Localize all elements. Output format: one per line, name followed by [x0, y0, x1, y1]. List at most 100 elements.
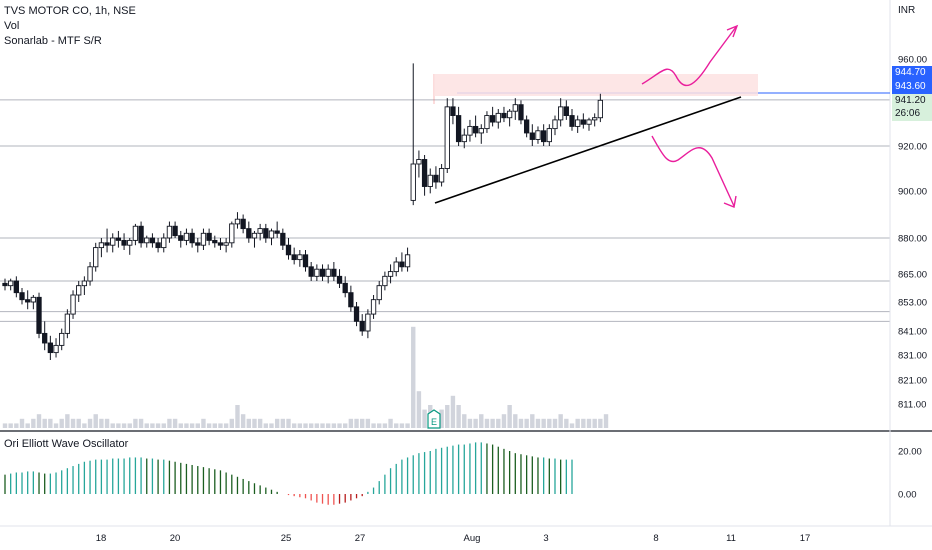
- volume-bar: [382, 423, 388, 428]
- volume-bar: [592, 418, 597, 428]
- candle-body: [586, 119, 592, 125]
- candle: [251, 230, 258, 248]
- candle-body: [161, 237, 167, 249]
- candle: [314, 264, 320, 281]
- time-tick-label: 11: [726, 533, 736, 544]
- candle: [189, 228, 195, 248]
- price-tag: 26:06: [892, 107, 932, 121]
- candle-body: [229, 223, 235, 244]
- volume-bar: [439, 409, 444, 428]
- candle: [308, 262, 314, 281]
- candle: [206, 228, 212, 246]
- volume-bar: [467, 418, 473, 428]
- candle-body: [461, 134, 467, 143]
- volume-bar: [360, 418, 365, 428]
- annotations: [434, 24, 742, 208]
- earnings-badge[interactable]: E: [427, 409, 441, 429]
- volume-bar: [343, 423, 348, 428]
- price-tick-label: 865.00: [898, 270, 927, 281]
- candle: [546, 124, 552, 146]
- candle-body: [246, 228, 252, 239]
- candle: [410, 63, 416, 206]
- candle: [319, 264, 326, 281]
- price-axis: 960.00 920.00 900.00 880.00 865.00 853.00 841.…: [898, 55, 927, 501]
- bearish-arrowhead: [723, 195, 737, 208]
- candle-body: [569, 115, 575, 127]
- candle-body: [331, 268, 337, 277]
- earnings-badge-letter: E: [431, 417, 437, 427]
- candle-body: [427, 174, 433, 187]
- volume-bar: [603, 414, 609, 428]
- volume-bar: [462, 414, 467, 428]
- candle-body: [13, 280, 19, 294]
- volume-bar: [14, 423, 19, 428]
- candle-body: [189, 232, 195, 244]
- candle-body: [47, 342, 54, 354]
- price-tick-label: 831.00: [898, 351, 927, 362]
- volume-bar: [405, 423, 410, 428]
- candle-body: [467, 125, 473, 136]
- candle-body: [76, 285, 82, 296]
- time-tick-label: 18: [96, 533, 107, 544]
- candle-body: [433, 174, 439, 183]
- candle: [47, 335, 54, 360]
- candle: [342, 276, 348, 298]
- candle: [325, 264, 331, 284]
- oscillator-legend[interactable]: Ori Elliott Wave Oscillator: [4, 438, 129, 450]
- volume-bar: [235, 405, 240, 428]
- candle: [229, 221, 235, 248]
- volume-bar: [297, 423, 303, 428]
- candle: [541, 124, 547, 146]
- candle-body: [365, 313, 371, 332]
- candle-body: [285, 244, 292, 256]
- volume-bar: [70, 418, 76, 428]
- candle: [2, 278, 8, 291]
- candle-body: [206, 232, 212, 241]
- candle-body: [53, 344, 59, 354]
- candle: [580, 113, 586, 129]
- volume-bar: [87, 418, 93, 428]
- candle: [489, 106, 496, 127]
- candle: [42, 321, 48, 351]
- candle: [365, 309, 371, 339]
- candle-body: [399, 261, 405, 268]
- volume-bar: [507, 405, 512, 428]
- candle: [472, 115, 479, 138]
- candle-body: [30, 296, 36, 303]
- triangle-support-line: [434, 96, 742, 204]
- oscillator-bars: [4, 442, 573, 505]
- indicator-legend[interactable]: Sonarlab - MTF S/R: [4, 35, 102, 47]
- volume-bar: [564, 418, 569, 428]
- candle-body: [575, 119, 581, 127]
- price-tag: 943.60: [892, 80, 932, 94]
- volume-bar: [257, 418, 263, 428]
- candle: [523, 115, 530, 138]
- candle-body: [501, 112, 507, 119]
- candle-body: [36, 296, 42, 334]
- volume-bar: [223, 423, 229, 428]
- candle: [280, 228, 286, 250]
- candle: [399, 252, 405, 272]
- volume-bar: [377, 423, 382, 428]
- volume-bar: [552, 418, 558, 428]
- volume-bar: [19, 418, 25, 428]
- candle-body: [274, 230, 280, 234]
- candle: [484, 111, 490, 133]
- volume-bar: [65, 414, 70, 428]
- candle: [200, 228, 207, 250]
- candle: [348, 285, 354, 312]
- candle-body: [342, 282, 348, 294]
- candle-body: [421, 159, 428, 187]
- candle: [274, 221, 280, 238]
- candle: [438, 164, 445, 187]
- volume-legend[interactable]: Vol: [4, 20, 20, 32]
- candle-body: [2, 282, 8, 287]
- candle: [552, 115, 558, 136]
- candle-body: [348, 292, 354, 308]
- symbol-title[interactable]: TVS MOTOR CO, 1h, NSE: [4, 5, 136, 17]
- candle: [285, 238, 292, 260]
- candle-body: [359, 320, 365, 332]
- candle: [461, 128, 467, 149]
- candle: [268, 228, 275, 246]
